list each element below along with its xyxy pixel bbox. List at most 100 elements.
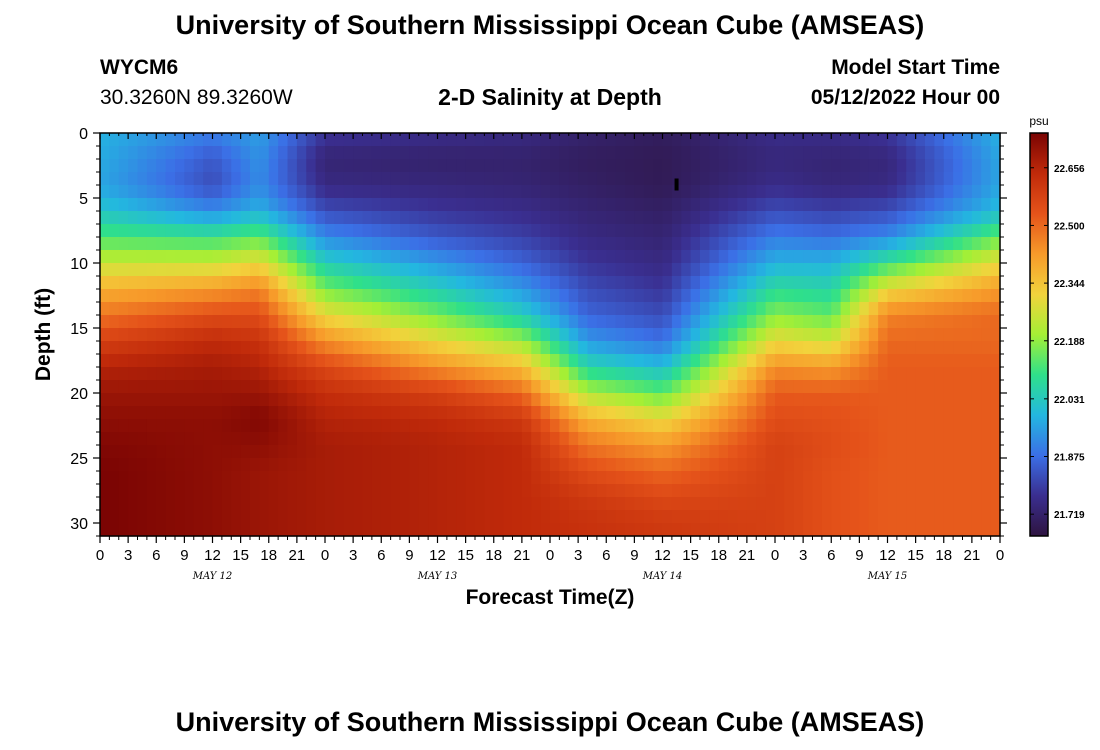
heatmap-cell [381,133,392,147]
x-tick-label: 9 [405,547,413,564]
heatmap-cell [325,263,335,277]
heatmap-cell [746,445,757,459]
heatmap-cell [803,250,814,264]
y-tick-label: 20 [70,386,88,403]
heatmap-cell [362,146,373,160]
heatmap-cell [212,406,223,420]
heatmap-cell [550,276,560,290]
heatmap-cell [418,432,429,446]
heatmap-cell [306,458,317,472]
heatmap-cell [915,159,926,173]
heatmap-cell [512,133,523,147]
heatmap-cell [690,315,701,329]
heatmap-cell [221,432,232,446]
heatmap-cell [259,341,270,355]
heatmap-cell [915,523,926,537]
heatmap-cell [915,289,926,303]
heatmap-cell [831,224,842,238]
heatmap-cell [662,224,673,238]
heatmap-cell [887,458,898,472]
heatmap-cell [812,393,823,407]
heatmap-cell [456,367,467,381]
heatmap-cell [100,302,110,316]
heatmap-cell [606,263,617,277]
heatmap-cell [700,445,710,459]
heatmap-cell [821,406,832,420]
heatmap-cell [840,484,851,498]
heatmap-cell [943,328,954,342]
heatmap-cell [400,354,410,368]
heatmap-cell [878,237,889,251]
heatmap-cell [484,445,495,459]
heatmap-cell [137,237,148,251]
heatmap-cell [643,172,654,186]
heatmap-cell [943,315,954,329]
heatmap-cell [878,133,889,147]
heatmap-cell [896,185,907,199]
heatmap-cell [475,211,485,225]
heatmap-cell [193,341,204,355]
heatmap-cell [512,341,523,355]
heatmap-cell [146,523,157,537]
heatmap-cell [943,211,954,225]
heatmap-cell [531,302,542,316]
heatmap-cell [231,471,242,485]
heatmap-cell [343,198,354,212]
heatmap-cell [146,302,157,316]
heatmap-cell [184,159,195,173]
heatmap-cell [512,237,523,251]
heatmap-cell [250,328,260,342]
heatmap-cell [390,497,401,511]
heatmap-cell [728,133,739,147]
heatmap-cell [943,367,954,381]
heatmap-cell [540,445,551,459]
heatmap-cell [559,341,570,355]
heatmap-cell [446,237,457,251]
heatmap-cell [550,458,560,472]
heatmap-cell [512,406,523,420]
heatmap-cell [746,289,757,303]
heatmap-cell [868,380,879,394]
heatmap-cell [643,328,654,342]
heatmap-cell [390,237,401,251]
heatmap-cell [296,354,307,368]
heatmap-cell [512,523,523,537]
heatmap-cell [765,289,776,303]
heatmap-cell [250,432,260,446]
heatmap-cell [371,380,382,394]
heatmap-cell [653,263,664,277]
x-tick-label: 15 [457,547,474,564]
heatmap-cell [418,484,429,498]
heatmap-cell [878,224,889,238]
heatmap-cell [418,445,429,459]
heatmap-cell [831,380,842,394]
heatmap-cell [146,458,157,472]
heatmap-cell [475,198,485,212]
heatmap-cell [353,250,364,264]
heatmap-cell [475,432,485,446]
heatmap-cell [784,172,795,186]
heatmap-cell [296,146,307,160]
heatmap-cell [953,432,964,446]
heatmap-cell [428,146,439,160]
heatmap-cell [362,419,373,433]
heatmap-cell [362,237,373,251]
heatmap-cell [606,133,617,147]
heatmap-cell [634,315,645,329]
heatmap-cell [465,302,476,316]
heatmap-cell [850,523,860,537]
heatmap-cell [334,185,345,199]
heatmap-cell [868,224,879,238]
heatmap-cell [315,380,326,394]
heatmap-cell [662,445,673,459]
heatmap-cell [306,198,317,212]
heatmap-cell [231,133,242,147]
heatmap-cell [878,354,889,368]
heatmap-cell [981,146,992,160]
heatmap-cell [165,484,176,498]
heatmap-cell [850,328,860,342]
heatmap-cell [653,393,664,407]
heatmap-cell [578,211,589,225]
heatmap-cell [287,211,298,225]
heatmap-cell [287,159,298,173]
